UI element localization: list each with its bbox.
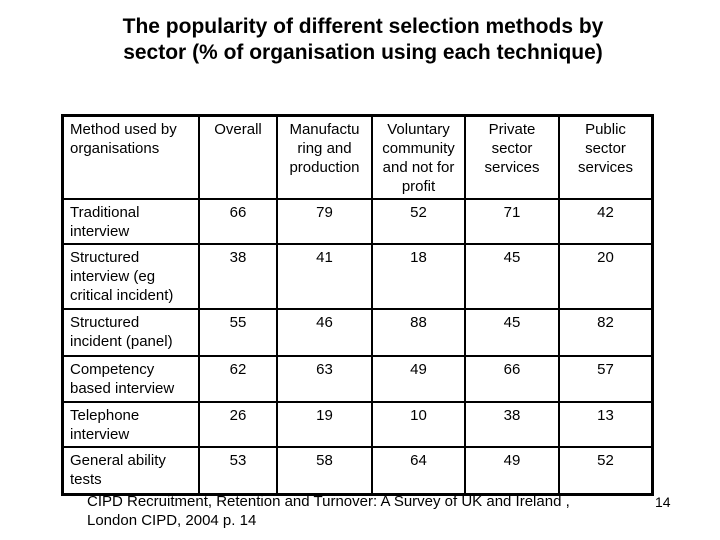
value-cell: 58 — [278, 448, 373, 493]
col-header-public-sector: Public sector services — [560, 117, 651, 200]
col-header-private-sector: Private sector services — [466, 117, 560, 200]
value-cell: 82 — [560, 310, 651, 357]
value-cell: 52 — [560, 448, 651, 493]
slide-title-line2: sector (% of organisation using each tec… — [123, 41, 603, 64]
value-cell: 49 — [373, 357, 466, 403]
value-cell: 20 — [560, 245, 651, 310]
value-cell: 18 — [373, 245, 466, 310]
method-cell: Structured incident (panel) — [64, 310, 200, 357]
value-cell: 46 — [278, 310, 373, 357]
slide-title: The popularity of different selection me… — [56, 14, 670, 66]
value-cell: 62 — [200, 357, 278, 403]
value-cell: 64 — [373, 448, 466, 493]
value-cell: 42 — [560, 200, 651, 245]
col-header-method: Method used by organisations — [64, 117, 200, 200]
selection-methods-table: Method used by organisations Overall Man… — [61, 114, 654, 496]
slide-title-line1: The popularity of different selection me… — [122, 15, 604, 38]
value-cell: 41 — [278, 245, 373, 310]
value-cell: 26 — [200, 403, 278, 448]
value-cell: 71 — [466, 200, 560, 245]
method-cell: Structured interview (eg critical incide… — [64, 245, 200, 310]
value-cell: 66 — [200, 200, 278, 245]
value-cell: 52 — [373, 200, 466, 245]
method-cell: Telephone interview — [64, 403, 200, 448]
value-cell: 79 — [278, 200, 373, 245]
value-cell: 45 — [466, 245, 560, 310]
col-header-voluntary: Voluntary community and not for profit — [373, 117, 466, 200]
value-cell: 38 — [466, 403, 560, 448]
col-header-overall: Overall — [200, 117, 278, 200]
value-cell: 10 — [373, 403, 466, 448]
col-header-manufacturing: Manufactu ring and production — [278, 117, 373, 200]
value-cell: 66 — [466, 357, 560, 403]
method-cell: Competency based interview — [64, 357, 200, 403]
value-cell: 63 — [278, 357, 373, 403]
value-cell: 19 — [278, 403, 373, 448]
method-cell: Traditional interview — [64, 200, 200, 245]
value-cell: 45 — [466, 310, 560, 357]
value-cell: 88 — [373, 310, 466, 357]
citation-text: CIPD Recruitment, Retention and Turnover… — [87, 493, 570, 529]
page-number: 14 — [655, 494, 671, 510]
value-cell: 49 — [466, 448, 560, 493]
value-cell: 53 — [200, 448, 278, 493]
value-cell: 13 — [560, 403, 651, 448]
value-cell: 57 — [560, 357, 651, 403]
value-cell: 38 — [200, 245, 278, 310]
method-cell: General ability tests — [64, 448, 200, 493]
value-cell: 55 — [200, 310, 278, 357]
